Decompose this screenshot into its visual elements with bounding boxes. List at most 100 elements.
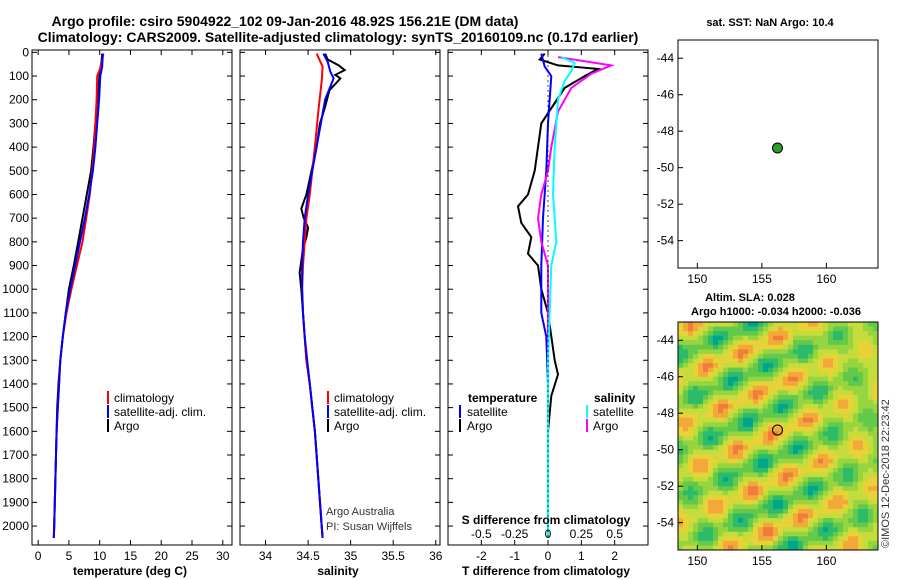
sla-cell	[688, 408, 694, 414]
sla-cell	[738, 545, 744, 551]
sla-cell	[863, 322, 869, 327]
sla-cell	[703, 381, 709, 387]
sla-cell	[853, 486, 859, 492]
sla-cell	[698, 431, 704, 437]
sla-cell	[863, 326, 869, 332]
temperature-plot: 0100200300400500600700800900100011001200…	[2, 45, 232, 563]
imos-watermark: ©IMOS 12-Dec-2018 22:23:42	[880, 399, 892, 548]
sla-cell	[838, 372, 844, 378]
sla-cell	[828, 431, 834, 437]
sla-cell	[753, 467, 759, 473]
sla-cell	[823, 408, 829, 414]
sla-cell	[848, 499, 854, 505]
sla-cell	[748, 467, 754, 473]
sla-cell	[813, 399, 819, 405]
sla-cell	[863, 449, 869, 455]
sla-cell	[788, 353, 794, 359]
sla-cell	[683, 490, 689, 496]
sla-cell	[703, 531, 709, 537]
sla-cell	[873, 527, 879, 533]
sla-cell	[678, 385, 684, 391]
sla-cell	[848, 426, 854, 432]
sla-cell	[768, 481, 774, 487]
sla-cell	[738, 504, 744, 510]
sla-cell	[813, 408, 819, 414]
sla-cell	[788, 408, 794, 414]
sla-cell	[868, 385, 874, 391]
sla-cell	[798, 344, 804, 350]
sla-cell	[813, 426, 819, 432]
sla-cell	[863, 522, 869, 528]
depth-tick-label: 300	[9, 116, 29, 130]
sla-cell	[828, 458, 834, 464]
sla-cell	[723, 363, 729, 368]
sla-cell	[723, 467, 729, 473]
sla-cell	[873, 458, 879, 464]
sla-cell	[783, 358, 789, 364]
sla-cell	[713, 531, 719, 537]
sla-cell	[763, 353, 769, 359]
sla-cell	[803, 322, 809, 327]
sla-cell	[728, 499, 734, 505]
sla-cell	[818, 527, 824, 533]
sla-cell	[693, 472, 699, 478]
sla-cell	[688, 326, 694, 332]
sla-cell	[748, 408, 754, 414]
sla-cell	[803, 477, 809, 482]
sla-cell	[683, 381, 689, 387]
sla-cell	[788, 518, 794, 524]
sla-cell	[728, 458, 734, 464]
sla-cell	[758, 394, 764, 400]
sla-cell	[703, 363, 709, 368]
sla-cell	[848, 477, 854, 482]
sla-cell	[843, 449, 849, 455]
sla-cell	[718, 545, 724, 551]
sla-cell	[833, 353, 839, 359]
sla-cell	[693, 531, 699, 537]
sla-cell	[798, 358, 804, 364]
sla-cell	[848, 513, 854, 519]
sla-cell	[833, 344, 839, 350]
depth-tick-label: 1400	[2, 377, 29, 391]
sla-cell	[773, 499, 779, 505]
sla-cell	[783, 431, 789, 437]
sla-cell	[693, 349, 699, 355]
sla-cell	[753, 404, 759, 410]
sla-cell	[778, 440, 784, 446]
sla-cell	[843, 481, 849, 487]
sla-cell	[828, 349, 834, 355]
sla-cell	[703, 504, 709, 510]
sla-cell	[773, 426, 779, 432]
sla-cell	[798, 390, 804, 396]
sla-cell	[743, 472, 749, 478]
sla-cell	[728, 404, 734, 410]
sla-cell	[768, 331, 774, 337]
sla-cell	[748, 540, 754, 546]
sla-cell	[708, 522, 714, 528]
sla-cell	[713, 413, 719, 419]
sla-cell	[853, 467, 859, 473]
sla-cell	[713, 390, 719, 396]
sla-cell	[723, 349, 729, 355]
sla-cell	[803, 445, 809, 451]
sla-cell	[788, 340, 794, 346]
sla-cell	[773, 358, 779, 364]
sla-cell	[853, 331, 859, 337]
sla-cell	[823, 545, 829, 551]
sla-cell	[808, 518, 814, 524]
sla-cell	[728, 385, 734, 391]
sla-cell	[688, 335, 694, 341]
sla-cell	[783, 322, 789, 327]
sla-cell	[808, 454, 814, 460]
sla-cell	[808, 486, 814, 492]
sla-cell	[863, 399, 869, 405]
sla-cell	[858, 367, 864, 373]
sla-cell	[868, 499, 874, 505]
sla-cell	[853, 367, 859, 373]
depth-tick-label: 1600	[2, 424, 29, 438]
sla-cell	[678, 440, 684, 446]
sla-cell	[753, 340, 759, 346]
sla-cell	[703, 335, 709, 341]
sla-cell	[718, 449, 724, 455]
sla-cell	[853, 394, 859, 400]
